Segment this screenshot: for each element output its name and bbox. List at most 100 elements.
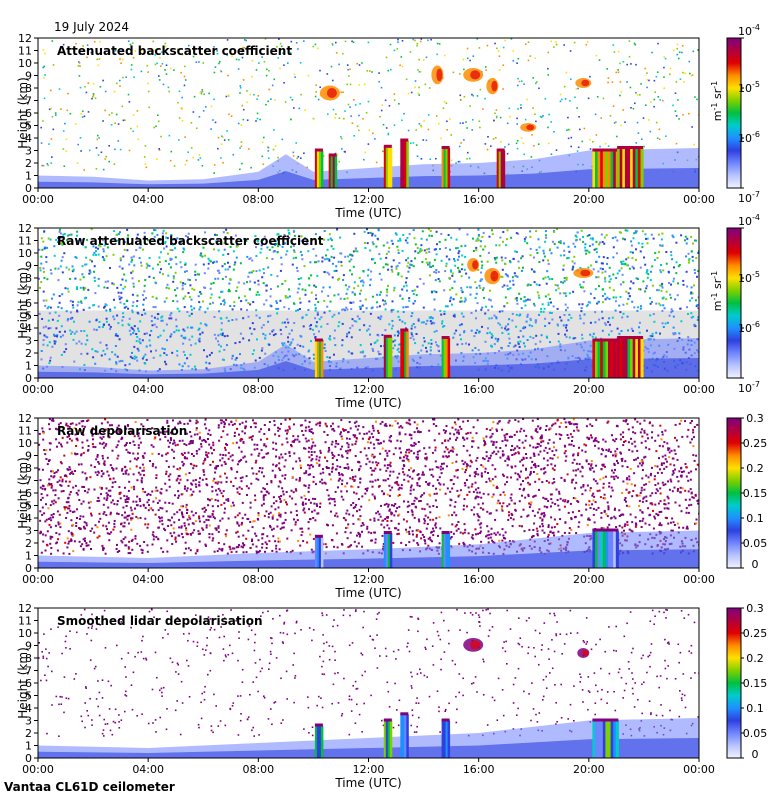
feature-cloud_layer — [592, 338, 619, 378]
y-tick-label: 12 — [18, 222, 32, 235]
y-tick-label: 4 — [25, 702, 32, 715]
colorbar-gradient — [726, 227, 742, 379]
y-axis-label: Height (km) — [16, 267, 30, 338]
y-tick-label: 1 — [25, 740, 32, 753]
feature-cirrus_depol — [577, 648, 590, 658]
x-tick-label: 20:00 — [573, 383, 605, 396]
x-tick-label: 16:00 — [463, 383, 495, 396]
y-tick-label: 10 — [18, 437, 32, 450]
y-tick-label: 3 — [25, 335, 32, 348]
y-tick-label: 8 — [25, 652, 32, 665]
colorbar-gradient — [726, 417, 742, 569]
feature-cloud_layer — [617, 336, 644, 378]
y-tick-label: 12 — [18, 32, 32, 45]
x-tick-label: 08:00 — [242, 763, 274, 776]
feature-cirrus — [484, 268, 501, 285]
feature-cloud_layer — [592, 528, 619, 568]
y-tick-label: 8 — [25, 462, 32, 475]
x-tick-label: 20:00 — [573, 193, 605, 206]
y-tick-label: 5 — [25, 120, 32, 133]
colorbar-tick: 0.3 — [746, 412, 764, 425]
y-tick-label: 10 — [18, 627, 32, 640]
feature-convective — [383, 144, 393, 188]
colorbar-tick: 0.2 — [746, 462, 764, 475]
colorbar-tick: 0.05 — [743, 537, 768, 550]
y-tick-label: 7 — [25, 285, 32, 298]
x-tick-label: 16:00 — [463, 573, 495, 586]
x-axis-label: Time (UTC) — [334, 396, 401, 410]
instrument-label: Vantaa CL61D ceilometer — [4, 780, 175, 794]
feature-cloud_layer — [617, 146, 644, 188]
x-axis-label: Time (UTC) — [334, 776, 401, 790]
y-tick-label: 1 — [25, 170, 32, 183]
y-tick-label: 12 — [18, 602, 32, 615]
colorbar-tick: 0.15 — [743, 487, 768, 500]
y-tick-label: 2 — [25, 727, 32, 740]
colorbar-gradient — [726, 607, 742, 759]
y-tick-label: 10 — [18, 57, 32, 70]
x-tick-label: 08:00 — [242, 193, 274, 206]
feature-cirrus — [520, 123, 537, 132]
x-tick-label: 00:00 — [683, 763, 715, 776]
heatmap-layer — [38, 38, 699, 188]
colorbar-unit: m-1 sr-1 — [710, 271, 724, 311]
feature-convective — [383, 718, 393, 758]
feature-convective — [400, 328, 409, 378]
y-tick-label: 0 — [25, 752, 32, 765]
x-tick-label: 00:00 — [683, 193, 715, 206]
feature-cloud_layer — [592, 718, 619, 758]
feature-convective — [441, 146, 451, 188]
colorbar-tick: 0.25 — [743, 437, 768, 450]
panel-2: Raw attenuated backscatter coefficient01… — [16, 213, 760, 410]
feature-convective — [400, 712, 409, 758]
colorbar-tick: 10-6 — [738, 320, 760, 335]
x-tick-label: 00:00 — [22, 573, 54, 586]
y-tick-label: 7 — [25, 665, 32, 678]
feature-convective — [314, 534, 324, 568]
x-tick-label: 00:00 — [683, 573, 715, 586]
colorbar-tick: 10-4 — [738, 213, 760, 228]
x-tick-label: 00:00 — [683, 383, 715, 396]
colorbar-tick: 0 — [752, 748, 759, 761]
y-tick-label: 7 — [25, 95, 32, 108]
y-tick-label: 6 — [25, 677, 32, 690]
panel-title: Smoothed lidar depolarisation — [57, 614, 263, 628]
y-tick-label: 11 — [18, 615, 32, 628]
colorbar: 0 0.05 0.1 0.15 0.2 0.25 0.3 — [726, 412, 768, 571]
feature-convective — [314, 148, 324, 188]
y-tick-label: 9 — [25, 70, 32, 83]
heatmap-layer — [38, 608, 699, 758]
colorbar-tick: 0.15 — [743, 677, 768, 690]
y-tick-label: 4 — [25, 132, 32, 145]
colorbar-tick: 0.3 — [746, 602, 764, 615]
colorbar-tick: 10-5 — [738, 270, 760, 285]
y-tick-label: 9 — [25, 450, 32, 463]
y-tick-label: 0 — [25, 562, 32, 575]
heatmap-layer — [38, 418, 699, 568]
colorbar-gradient — [726, 37, 742, 189]
x-tick-label: 04:00 — [132, 383, 164, 396]
y-tick-label: 11 — [18, 425, 32, 438]
x-tick-label: 04:00 — [132, 193, 164, 206]
feature-convective — [383, 531, 393, 568]
y-tick-label: 8 — [25, 272, 32, 285]
x-tick-label: 00:00 — [22, 383, 54, 396]
colorbar-tick: 0.2 — [746, 652, 764, 665]
colorbar: 10-7 10-6 10-5 10-4 m-1 sr-1 — [710, 23, 760, 205]
colorbar-unit: m-1 sr-1 — [710, 81, 724, 121]
y-tick-label: 9 — [25, 260, 32, 273]
colorbar-tick: 0 — [752, 558, 759, 571]
x-tick-label: 08:00 — [242, 573, 274, 586]
feature-cirrus_depol — [463, 638, 484, 652]
feature-fallstreak — [431, 65, 444, 85]
feature-convective — [441, 718, 451, 758]
y-tick-label: 3 — [25, 525, 32, 538]
y-tick-label: 8 — [25, 82, 32, 95]
y-tick-label: 4 — [25, 512, 32, 525]
x-tick-label: 16:00 — [463, 763, 495, 776]
feature-convective — [328, 153, 338, 188]
y-tick-label: 2 — [25, 157, 32, 170]
feature-convective — [441, 531, 451, 568]
panel-title: Raw depolarisation — [57, 424, 187, 438]
